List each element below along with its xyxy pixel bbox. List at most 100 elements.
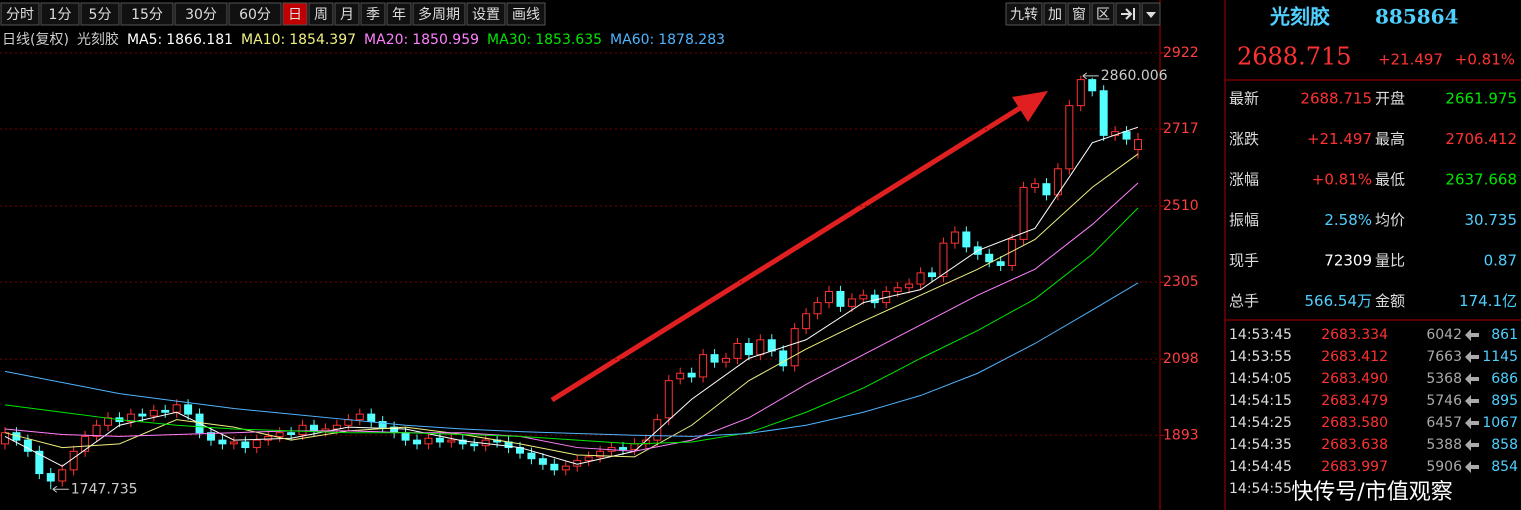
row-value: 30.735: [1465, 211, 1518, 229]
ma-line: [4, 182, 1139, 452]
candle-body: [813, 302, 822, 315]
candle-body: [962, 231, 971, 248]
row-label: 现手: [1229, 252, 1259, 270]
row-value: 2637.668: [1445, 171, 1517, 189]
candle-body: [229, 441, 238, 445]
icon: [1121, 8, 1135, 20]
tick-volume: 5388: [1426, 437, 1462, 453]
candle-body: [138, 413, 147, 417]
watermark: 快传号/市值观察: [1291, 480, 1452, 505]
tick-volume: 5368: [1426, 371, 1462, 387]
toolbar-button[interactable]: [282, 2, 308, 26]
candle-body: [859, 294, 868, 300]
tick-time: 14:54:35: [1229, 437, 1292, 453]
toolbar-button[interactable]: [1005, 2, 1043, 26]
row-value: +21.497: [1307, 130, 1372, 148]
ma-line: [4, 282, 1139, 437]
toolbar-button[interactable]: [308, 2, 334, 26]
candle-body: [1065, 105, 1074, 170]
tick-volume: 5746: [1426, 393, 1462, 409]
candle-body: [619, 447, 627, 450]
toolbar-button[interactable]: [412, 2, 466, 26]
candle-body: [561, 465, 570, 471]
toolbar-button[interactable]: [1067, 2, 1091, 26]
tick-price: 2683.490: [1321, 371, 1388, 387]
tick-arrow: [1465, 395, 1479, 407]
candle-body: [550, 463, 559, 471]
toolbar-button[interactable]: [174, 2, 228, 26]
candle-body: [275, 432, 284, 437]
toolbar-label: 60分: [239, 7, 271, 23]
candle-body: [287, 432, 296, 436]
header-text: 日线(复权): [2, 31, 69, 48]
row-label: 振幅: [1229, 211, 1259, 229]
candle-body: [664, 380, 673, 419]
icon: [1146, 12, 1156, 18]
toolbar-button[interactable]: [334, 2, 360, 26]
candle-body: [1019, 186, 1028, 240]
row-value: 2.58%: [1324, 211, 1372, 229]
legend-value: 1854.397: [289, 32, 356, 48]
candle-body: [149, 409, 158, 417]
toolbar-label: 30分: [185, 7, 217, 23]
toolbar-button[interactable]: [40, 2, 80, 26]
tick-count: 854: [1491, 459, 1518, 475]
tick-count: 858: [1491, 437, 1518, 453]
candle-body: [538, 458, 547, 465]
tick-time: 14:54:05: [1229, 371, 1292, 387]
tick-price: 2683.580: [1321, 415, 1388, 431]
candle-body: [23, 439, 32, 452]
tick-time: 14:54:15: [1229, 393, 1292, 409]
candle-body: [1042, 183, 1051, 196]
tick-arrow: [1465, 439, 1479, 451]
candle-body: [847, 298, 856, 307]
tick-count: 1145: [1482, 349, 1518, 365]
panel-code: 885864: [1375, 5, 1459, 29]
candle-body: [790, 328, 799, 367]
candle-body: [252, 439, 261, 449]
tick-arrow: [1465, 351, 1479, 363]
tick-time: 14:54:45: [1229, 459, 1292, 475]
toolbar-label: 1分: [49, 7, 72, 23]
toolbar-button[interactable]: [1091, 2, 1115, 26]
toolbar-button[interactable]: [466, 2, 506, 26]
candle-body: [1031, 183, 1039, 188]
y-tick-label: 2098: [1163, 351, 1199, 367]
candle-body: [172, 404, 181, 413]
row-label: 最低: [1375, 171, 1405, 189]
candle-body: [950, 231, 959, 244]
toolbar-button[interactable]: [0, 2, 40, 26]
legend-name: MA20:: [364, 32, 408, 48]
tick-price: 2683.638: [1321, 437, 1388, 453]
candle-body: [378, 421, 387, 428]
tick-price: 2683.997: [1321, 459, 1388, 475]
row-label: 量比: [1375, 252, 1405, 270]
tick-volume: 5906: [1426, 459, 1462, 475]
toolbar-button[interactable]: [1043, 2, 1067, 26]
toolbar-button[interactable]: [386, 2, 412, 26]
candle-body: [344, 419, 353, 426]
tick-count: 686: [1491, 371, 1518, 387]
red-arrow: [550, 91, 1048, 403]
candle-body: [1076, 79, 1085, 107]
toolbar-button[interactable]: [506, 2, 546, 26]
toolbar-label: 日: [288, 7, 302, 23]
toolbar-button[interactable]: [80, 2, 120, 26]
legend-value: 1853.635: [535, 32, 602, 48]
toolbar-button[interactable]: [120, 2, 174, 26]
candle-body: [1122, 131, 1131, 140]
toolbar-button[interactable]: [228, 2, 282, 26]
y-tick-label: 2510: [1163, 198, 1199, 214]
ma-line: [4, 207, 1139, 445]
candle-body: [676, 372, 685, 380]
toolbar-label: 九转: [1010, 7, 1038, 23]
panel-change-pct: +0.81%: [1455, 51, 1515, 69]
row-label: 总手: [1229, 292, 1259, 310]
tick-time: 14:53:55: [1229, 349, 1292, 365]
toolbar-button[interactable]: [360, 2, 386, 26]
candle-body: [126, 413, 135, 423]
candle-body: [893, 287, 902, 292]
candle-body: [996, 261, 1005, 266]
toolbar-label: 分时: [6, 7, 34, 23]
